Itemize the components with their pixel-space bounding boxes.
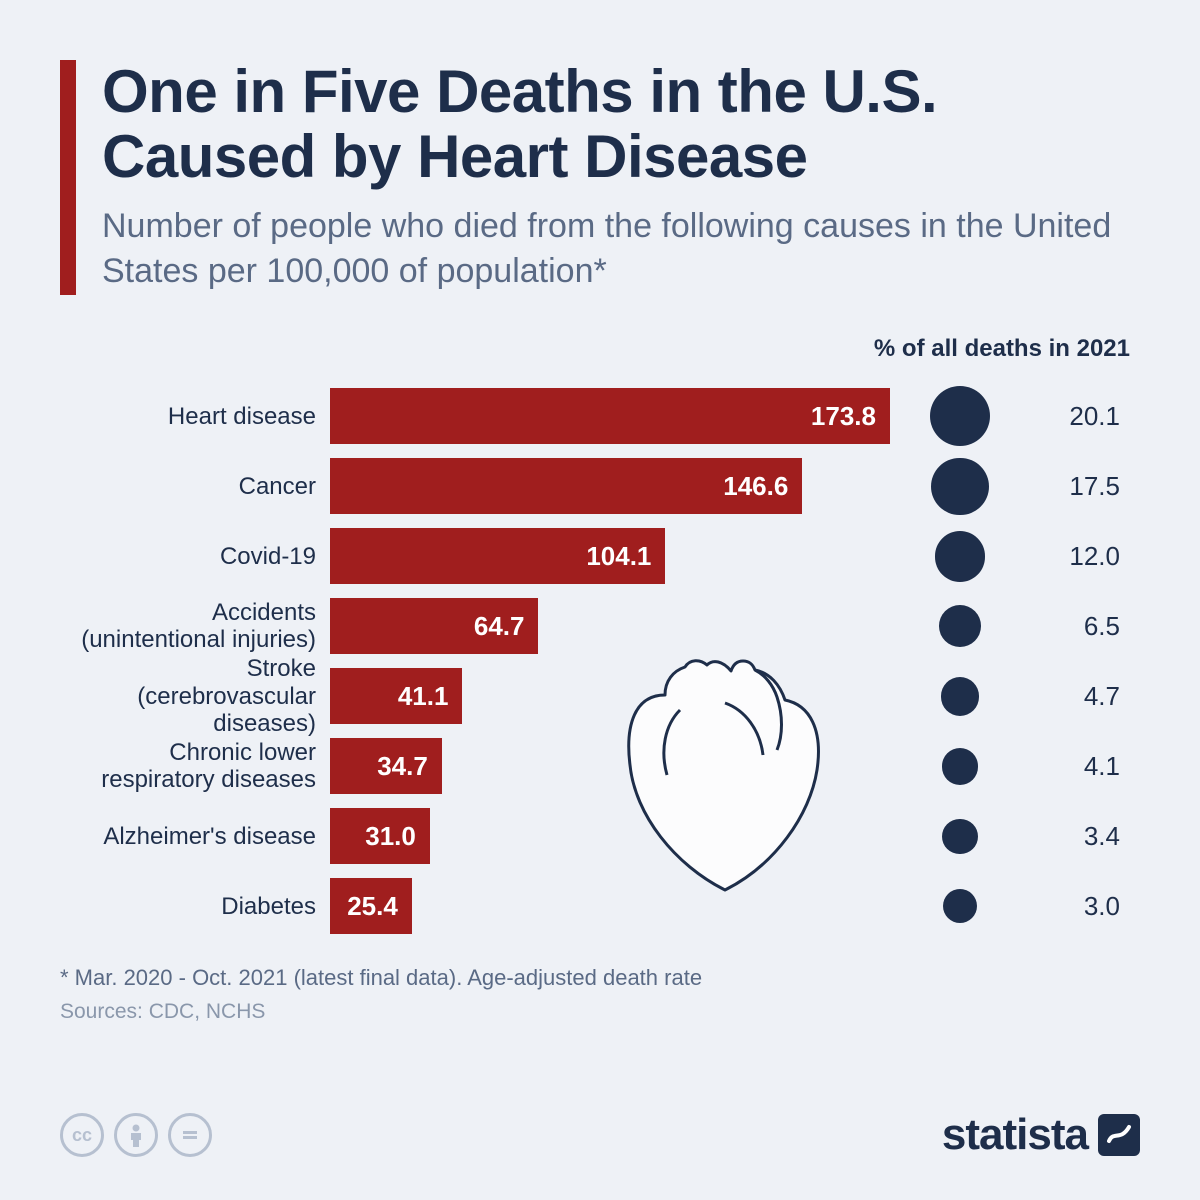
pct-value: 3.4	[1030, 821, 1120, 852]
bar-chart: % of all deaths in 2021 Heart disease173…	[60, 335, 1140, 941]
brand-mark-icon	[1098, 1114, 1140, 1156]
chart-row: Stroke(cerebrovascular diseases)41.14.7	[60, 661, 1140, 731]
dot-column	[890, 386, 1030, 446]
row-label: Accidents(unintentional injuries)	[60, 599, 330, 654]
footnote: * Mar. 2020 - Oct. 2021 (latest final da…	[60, 961, 1140, 994]
pct-value: 6.5	[1030, 611, 1120, 642]
chart-row: Alzheimer's disease31.0 3.4	[60, 801, 1140, 871]
pct-value: 12.0	[1030, 541, 1120, 572]
dot-column	[890, 889, 1030, 923]
bar-track: 31.0	[330, 808, 890, 864]
dot-column	[890, 458, 1030, 515]
bar-track: 146.6	[330, 458, 890, 514]
row-label: Diabetes	[60, 893, 330, 921]
row-label: Alzheimer's disease	[60, 823, 330, 851]
row-label: Stroke(cerebrovascular diseases)	[60, 655, 330, 738]
bar: 173.8	[330, 388, 890, 444]
chart-row: Heart disease173.8 20.1	[60, 381, 1140, 451]
bar: 41.1	[330, 668, 462, 724]
pct-value: 20.1	[1030, 401, 1120, 432]
bar-track: 64.7	[330, 598, 890, 654]
pct-dot	[943, 889, 977, 923]
chart-row: Diabetes25.4 3.0	[60, 871, 1140, 941]
pct-value: 3.0	[1030, 891, 1120, 922]
cc-icon: cc	[60, 1113, 104, 1157]
bar-track: 173.8	[330, 388, 890, 444]
bar: 146.6	[330, 458, 802, 514]
pct-dot	[935, 531, 985, 581]
bar: 104.1	[330, 528, 665, 584]
header: One in Five Deaths in the U.S. Caused by…	[60, 60, 1140, 295]
pct-dot	[942, 819, 977, 854]
pct-dot	[941, 677, 979, 715]
dot-column	[890, 748, 1030, 785]
pct-value: 4.1	[1030, 751, 1120, 782]
bar-track: 25.4	[330, 878, 890, 934]
page-subtitle: Number of people who died from the follo…	[102, 204, 1140, 296]
bar-track: 34.7	[330, 738, 890, 794]
by-icon	[114, 1113, 158, 1157]
sources: Sources: CDC, NCHS	[60, 1000, 1140, 1024]
dot-column	[890, 605, 1030, 647]
pct-dot	[930, 386, 990, 446]
pct-value: 17.5	[1030, 471, 1120, 502]
footer: cc statista	[60, 1110, 1140, 1160]
row-label: Covid-19	[60, 543, 330, 571]
bar: 64.7	[330, 598, 538, 654]
row-label: Cancer	[60, 473, 330, 501]
pct-dot	[942, 748, 979, 785]
pct-dot	[939, 605, 981, 647]
nd-icon	[168, 1113, 212, 1157]
bar: 31.0	[330, 808, 430, 864]
bar: 34.7	[330, 738, 442, 794]
accent-bar	[60, 60, 76, 295]
page-title: One in Five Deaths in the U.S. Caused by…	[102, 60, 1140, 190]
chart-row: Chronic lowerrespiratory diseases34.7 4.1	[60, 731, 1140, 801]
chart-row: Cancer146.6 17.5	[60, 451, 1140, 521]
row-label: Chronic lowerrespiratory diseases	[60, 739, 330, 794]
dot-column	[890, 819, 1030, 854]
bar-track: 104.1	[330, 528, 890, 584]
license-icons: cc	[60, 1113, 212, 1157]
row-label: Heart disease	[60, 403, 330, 431]
bar: 25.4	[330, 878, 412, 934]
brand-text: statista	[942, 1110, 1088, 1160]
pct-dot	[931, 458, 988, 515]
chart-row: Covid-19104.1 12.0	[60, 521, 1140, 591]
chart-row: Accidents(unintentional injuries)64.7 6.5	[60, 591, 1140, 661]
pct-value: 4.7	[1030, 681, 1120, 712]
dot-column	[890, 677, 1030, 715]
dot-column	[890, 531, 1030, 581]
bar-track: 41.1	[330, 668, 890, 724]
brand-logo: statista	[942, 1110, 1140, 1160]
column-header: % of all deaths in 2021	[60, 335, 1140, 363]
